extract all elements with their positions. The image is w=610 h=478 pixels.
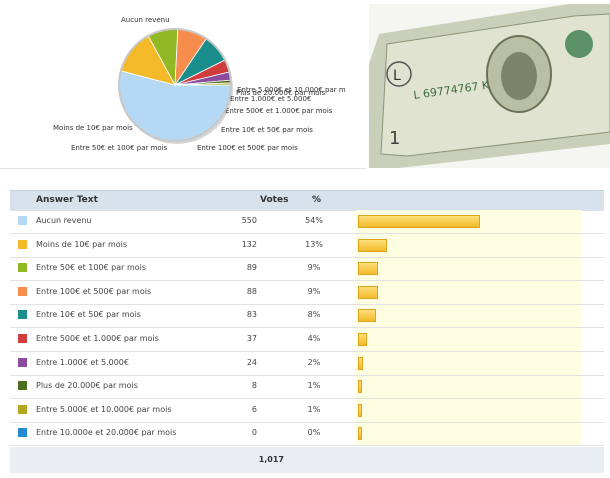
answer-text: Entre 5.000€ et 10.000€ par mois: [36, 404, 172, 414]
pie-chart: Aucun revenu Moins de 10€ par mois Entre 5…: [53, 16, 346, 152]
pie-outline: [118, 28, 232, 142]
percent-bar: [358, 380, 362, 394]
bill-letter: L: [393, 68, 401, 84]
answer-text: Entre 10€ et 50€ par mois: [36, 310, 141, 320]
total-votes: 1,017: [258, 455, 284, 464]
table-row: Entre 500€ et 1.000€ par mois 37 4%: [10, 328, 604, 352]
table-row: Plus de 20.000€ par mois 8 1%: [10, 375, 604, 400]
color-swatch: [18, 404, 27, 414]
vote-count: 88: [246, 286, 257, 296]
vote-count: 37: [246, 334, 257, 343]
col-votes: Votes: [260, 195, 289, 205]
vote-percent: 2%: [307, 357, 321, 367]
color-swatch: [18, 334, 27, 343]
vote-percent: 13%: [305, 239, 323, 249]
percent-bar: [358, 215, 481, 228]
table-row: Entre 100€ et 500€ par mois 88 9%: [10, 281, 604, 305]
vote-count: 8: [251, 381, 257, 391]
percent-bar: [358, 285, 379, 299]
pie-slice-label: Entre 5.000€ et 10.000€ par m: [237, 86, 346, 94]
color-swatch: [18, 381, 27, 391]
table-row: Entre 5.000€ et 10.000€ par mois 6 1%: [10, 399, 604, 423]
vote-count: 6: [251, 404, 257, 414]
color-swatch: [18, 239, 27, 249]
pie-slice-label: Entre 50€ et 100€ par mois: [71, 144, 168, 152]
answer-text: Aucun revenu: [36, 216, 92, 225]
pie-slice-label: Entre 10€ et 50€ par mois: [221, 126, 313, 134]
vote-count: 89: [246, 263, 257, 273]
table-footer: 1,017: [10, 447, 604, 473]
percent-bar: [358, 238, 388, 252]
vote-percent: 8%: [307, 310, 321, 320]
dollar-bill-photo: L L 69774767 K 1: [369, 4, 610, 168]
vote-count: 550: [241, 216, 257, 225]
pie-slice-label: Entre 100€ et 500€ par mois: [197, 144, 298, 152]
pie-slice-label: Plus de 20.000€ par mois: [236, 89, 326, 97]
pie-slice-label: Moins de 10€ par mois: [53, 124, 133, 132]
percent-bar: [358, 309, 377, 323]
table-row: Aucun revenu 550 54%: [10, 210, 604, 234]
vote-count: 0: [251, 428, 257, 438]
answer-text: Moins de 10€ par mois: [36, 239, 128, 249]
pie-slice-label: Entre 500€ et 1.000€ par mois: [225, 107, 333, 115]
table-row: Entre 50€ et 100€ par mois 89 9%: [10, 257, 604, 282]
percent-bar: [358, 356, 363, 370]
percent-bar: [358, 427, 362, 441]
percent-bar: [358, 403, 362, 417]
vote-percent: 9%: [307, 286, 321, 296]
table-row: Moins de 10€ par mois 132 13%: [10, 234, 604, 258]
percent-bar: [358, 262, 379, 276]
table-header: Answer Text Votes %: [10, 190, 604, 211]
answer-text: Entre 100€ et 500€ par mois: [36, 286, 152, 296]
bill-number: 1: [389, 128, 400, 149]
col-answer-text: Answer Text: [36, 195, 98, 205]
vote-percent: 0%: [307, 428, 321, 438]
pie-slice-label: Aucun revenu: [121, 16, 170, 24]
vote-count: 132: [241, 239, 257, 249]
vote-percent: 1%: [307, 404, 321, 414]
pie-chart-panel: Aucun revenu Moins de 10€ par mois Entre 5…: [0, 0, 367, 169]
color-swatch: [18, 428, 27, 438]
pie-slice-label: Entre 1.000€ et 5.000€: [230, 95, 311, 103]
vote-percent: 4%: [307, 334, 321, 343]
table-row: Entre 1.000€ et 5.000€ 24 2%: [10, 352, 604, 376]
percent-bar: [358, 333, 368, 346]
color-swatch: [18, 286, 27, 296]
vote-percent: 9%: [307, 263, 321, 273]
top-section: Aucun revenu Moins de 10€ par mois Entre 5…: [0, 0, 610, 170]
vote-count: 24: [246, 357, 257, 367]
answer-text: Entre 10.000e et 20.000€ par mois: [36, 428, 177, 438]
answer-text: Entre 1.000€ et 5.000€: [36, 357, 129, 367]
color-swatch: [18, 216, 27, 225]
vote-count: 83: [246, 310, 257, 320]
vote-percent: 54%: [305, 216, 323, 225]
answer-text: Plus de 20.000€ par mois: [36, 381, 138, 391]
table-row: Entre 10€ et 50€ par mois 83 8%: [10, 304, 604, 329]
col-percent: %: [312, 195, 322, 205]
color-swatch: [18, 310, 27, 320]
color-swatch: [18, 357, 27, 367]
answer-text: Entre 50€ et 100€ par mois: [36, 263, 147, 273]
table-row: Entre 10.000e et 20.000€ par mois 0 0%: [10, 422, 604, 447]
color-swatch: [18, 263, 27, 273]
vote-percent: 1%: [307, 381, 321, 391]
answer-text: Entre 500€ et 1.000€ par mois: [36, 334, 159, 343]
